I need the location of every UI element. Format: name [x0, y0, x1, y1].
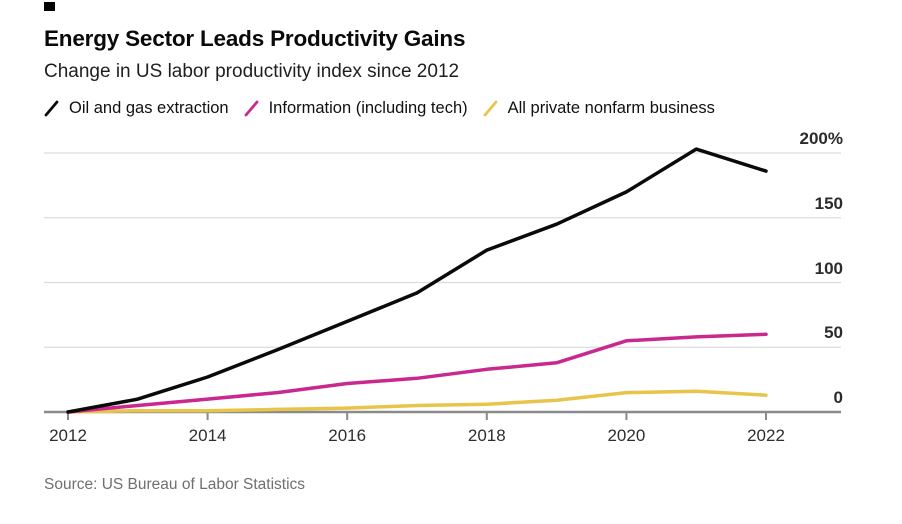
slash-icon: [244, 100, 258, 117]
y-axis-label-150: 150: [814, 193, 843, 213]
chart-legend: Oil and gas extraction Information (inclu…: [44, 99, 715, 118]
x-axis-label-2022: 2022: [747, 426, 785, 445]
legend-item-oil-and-gas-extraction: Oil and gas extraction: [44, 99, 229, 118]
y-axis-label-0: 0: [833, 388, 843, 407]
legend-label: All private nonfarm business: [507, 99, 715, 117]
y-axis-label-200: 200%: [799, 129, 843, 148]
x-axis-label-2014: 2014: [188, 426, 227, 445]
series-line-oil-and-gas-extraction: [66, 147, 768, 414]
chart-subtitle: Change in US labor productivity index si…: [44, 61, 460, 82]
x-axis-label-2012: 2012: [49, 426, 87, 445]
y-axis-label-100: 100: [814, 258, 843, 278]
series-line-all-private-nonfarm-business: [66, 389, 768, 414]
legend-label: Oil and gas extraction: [69, 99, 229, 117]
legend-item-all-private-nonfarm-business: All private nonfarm business: [483, 99, 715, 118]
series-line-information-including-tech: [66, 332, 768, 414]
x-axis-label-2018: 2018: [467, 426, 506, 445]
source-note: Source: US Bureau of Labor Statistics: [44, 476, 306, 493]
y-axis-label-50: 50: [824, 323, 843, 343]
slash-icon: [483, 100, 498, 117]
bloomberg-topmark: [44, 2, 55, 11]
x-axis-label-2016: 2016: [328, 426, 367, 445]
legend-label: Information (including tech): [268, 99, 468, 117]
slash-icon: [44, 100, 59, 117]
legend-item-information-including-tech: Information (including tech): [244, 99, 468, 118]
x-axis-label-2020: 2020: [607, 426, 646, 445]
chart-title: Energy Sector Leads Productivity Gains: [44, 26, 466, 51]
